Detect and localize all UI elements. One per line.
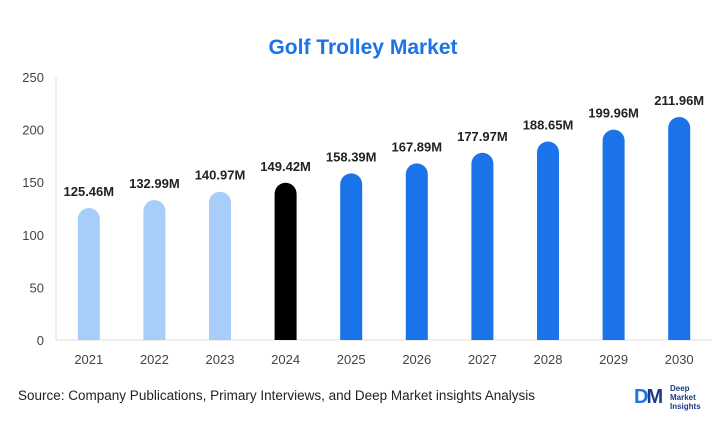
bar-2027: [471, 152, 494, 340]
value-label-2021: 125.46M: [64, 184, 115, 199]
source-label: Source: [18, 388, 61, 403]
bar-2028: [537, 141, 559, 340]
brand-logo: DM Deep Market Insights: [634, 384, 714, 411]
value-label-2030: 211.96M: [654, 93, 704, 108]
y-tick-label: 0: [37, 333, 44, 348]
x-tick-label-2026: 2026: [402, 352, 431, 367]
x-axis: 2021 2022 2023 2024 2025 2026 2027 2028 2029 2030: [56, 339, 712, 367]
y-tick-label: 50: [30, 280, 44, 295]
bar-2026: [405, 163, 428, 340]
x-tick-label-2021: 2021: [74, 352, 103, 367]
bar-2021: [77, 208, 100, 340]
source-note: Source: Company Publications, Primary In…: [18, 388, 535, 403]
y-tick-label: 250: [22, 70, 44, 85]
value-label-2027: 177.97M: [457, 129, 508, 144]
bar-2029: [602, 129, 625, 340]
bars: [77, 117, 691, 340]
logo-mark: DM: [634, 386, 663, 408]
value-label-2025: 158.39M: [326, 149, 377, 164]
x-tick-label-2023: 2023: [206, 352, 235, 367]
y-tick-label: 150: [22, 175, 44, 190]
source-text: : Company Publications, Primary Intervie…: [60, 388, 535, 403]
value-label-2024: 149.42M: [260, 159, 311, 174]
y-axis: 0 50 100 150 200 250: [22, 70, 57, 348]
chart-title: Golf Trolley Market: [268, 36, 458, 59]
x-tick-label-2028: 2028: [534, 352, 563, 367]
logo-text: Deep Market Insights: [670, 384, 701, 411]
bar-2023: [209, 191, 231, 340]
bar-2030: [668, 117, 691, 340]
x-tick-label-2025: 2025: [337, 352, 366, 367]
x-tick-label-2030: 2030: [665, 352, 694, 367]
x-tick-label-2024: 2024: [271, 352, 300, 367]
value-label-2022: 132.99M: [129, 176, 180, 191]
bar-2024: [274, 182, 297, 340]
x-tick-label-2027: 2027: [468, 352, 497, 367]
value-labels: 125.46M 132.99M 140.97M 149.42M 158.39M 167.8…: [64, 93, 705, 199]
value-label-2029: 199.96M: [588, 106, 639, 121]
y-tick-label: 100: [22, 228, 44, 243]
x-tick-label-2029: 2029: [599, 352, 628, 367]
bar-2022: [143, 200, 166, 340]
y-tick-label: 200: [22, 123, 44, 138]
bar-2025: [340, 173, 363, 340]
x-tick-label-2022: 2022: [140, 352, 169, 367]
value-label-2023: 140.97M: [195, 168, 246, 183]
value-label-2028: 188.65M: [523, 118, 574, 133]
value-label-2026: 167.89M: [392, 139, 443, 154]
